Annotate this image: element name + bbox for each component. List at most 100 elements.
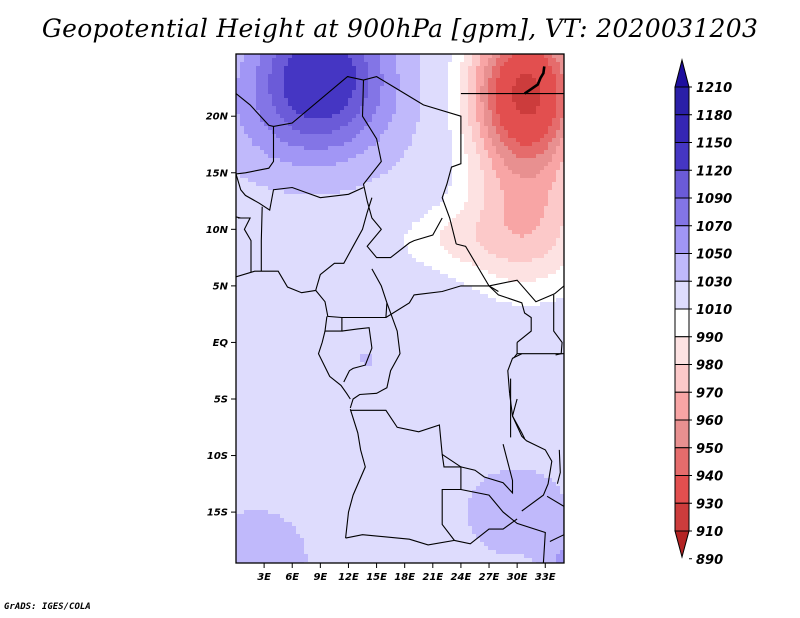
field-cell <box>384 86 388 90</box>
field-cell <box>332 54 336 58</box>
field-cell <box>300 222 304 226</box>
field-cell <box>352 314 356 318</box>
field-cell <box>500 130 504 134</box>
field-cell <box>552 130 556 134</box>
field-cell <box>244 306 248 310</box>
field-cell <box>416 86 420 90</box>
field-cell <box>468 98 472 102</box>
field-cell <box>452 250 456 254</box>
field-cell <box>496 226 500 230</box>
field-cell <box>416 302 420 306</box>
field-cell <box>464 250 468 254</box>
field-cell <box>436 90 440 94</box>
field-cell <box>544 158 548 162</box>
field-cell <box>308 130 312 134</box>
field-cell <box>536 110 540 114</box>
field-cell <box>536 118 540 122</box>
field-cell <box>492 230 496 234</box>
field-cell <box>420 314 424 318</box>
field-cell <box>328 94 332 98</box>
field-cell <box>388 70 392 74</box>
field-cell <box>516 194 520 198</box>
field-cell <box>328 238 332 242</box>
field-cell <box>312 130 316 134</box>
field-cell <box>432 306 436 310</box>
field-cell <box>272 66 276 70</box>
field-cell <box>512 214 516 218</box>
field-cell <box>508 94 512 98</box>
field-cell <box>524 226 528 230</box>
field-cell <box>364 74 368 78</box>
field-cell <box>552 190 556 194</box>
field-cell <box>532 70 536 74</box>
field-cell <box>368 102 372 106</box>
field-cell <box>396 242 400 246</box>
field-cell <box>476 110 480 114</box>
field-cell <box>328 214 332 218</box>
field-cell <box>280 58 284 62</box>
field-cell <box>392 66 396 70</box>
field-cell <box>240 234 244 238</box>
field-cell <box>360 86 364 90</box>
field-cell <box>404 162 408 166</box>
field-cell <box>372 78 376 82</box>
field-cell <box>284 82 288 86</box>
field-cell <box>268 266 272 270</box>
field-cell <box>448 246 452 250</box>
field-cell <box>556 314 560 318</box>
field-cell <box>524 166 528 170</box>
field-cell <box>296 254 300 258</box>
field-cell <box>548 186 552 190</box>
field-cell <box>380 170 384 174</box>
field-cell <box>468 110 472 114</box>
field-cell <box>468 142 472 146</box>
field-cell <box>552 230 556 234</box>
field-cell <box>528 66 532 70</box>
field-cell <box>340 258 344 262</box>
field-cell <box>384 202 388 206</box>
field-cell <box>296 210 300 214</box>
field-cell <box>420 202 424 206</box>
field-cell <box>304 154 308 158</box>
field-cell <box>340 290 344 294</box>
field-cell <box>544 194 548 198</box>
field-cell <box>524 194 528 198</box>
field-cell <box>264 126 268 130</box>
field-cell <box>520 166 524 170</box>
field-cell <box>236 214 240 218</box>
field-cell <box>444 114 448 118</box>
field-cell <box>476 234 480 238</box>
field-cell <box>492 98 496 102</box>
field-cell <box>444 62 448 66</box>
field-cell <box>364 134 368 138</box>
field-cell <box>284 206 288 210</box>
field-cell <box>256 242 260 246</box>
field-cell <box>520 98 524 102</box>
field-cell <box>488 90 492 94</box>
field-cell <box>364 250 368 254</box>
field-cell <box>488 198 492 202</box>
field-cell <box>440 234 444 238</box>
field-cell <box>552 62 556 66</box>
field-cell <box>484 94 488 98</box>
field-cell <box>528 226 532 230</box>
field-cell <box>340 262 344 266</box>
field-cell <box>468 198 472 202</box>
field-cell <box>432 270 436 274</box>
field-cell <box>508 82 512 86</box>
field-cell <box>396 274 400 278</box>
field-cell <box>276 270 280 274</box>
field-cell <box>376 174 380 178</box>
field-cell <box>272 254 276 258</box>
field-cell <box>276 170 280 174</box>
field-cell <box>544 86 548 90</box>
field-cell <box>336 230 340 234</box>
field-cell <box>308 182 312 186</box>
field-cell <box>396 170 400 174</box>
field-cell <box>304 118 308 122</box>
field-cell <box>348 138 352 142</box>
field-cell <box>448 150 452 154</box>
field-cell <box>412 150 416 154</box>
field-cell <box>400 150 404 154</box>
field-cell <box>512 130 516 134</box>
